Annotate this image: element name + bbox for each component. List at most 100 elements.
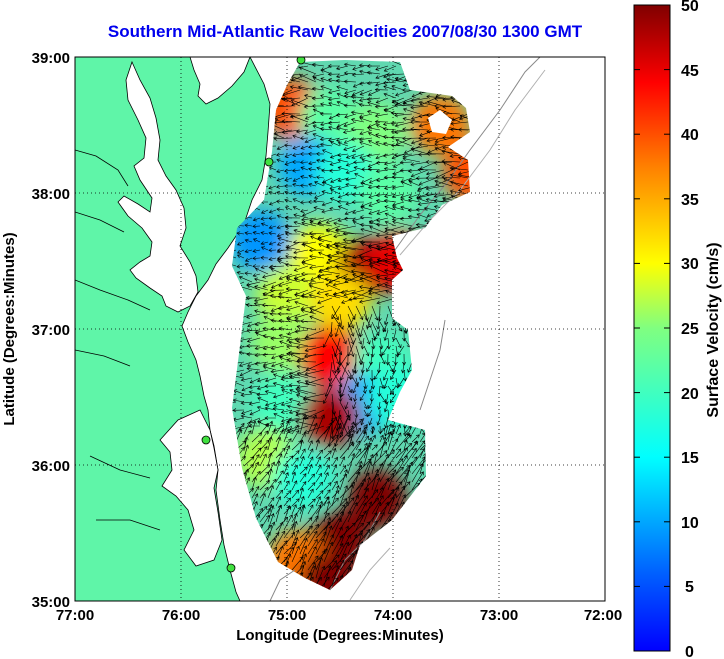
velocity-arrow <box>371 434 376 443</box>
velocity-arrow <box>286 337 301 342</box>
velocity-arrow <box>360 242 381 251</box>
velocity-arrow <box>419 525 429 547</box>
velocity-arrow <box>435 448 442 459</box>
velocity-arrow <box>260 241 269 246</box>
velocity-arrow <box>392 161 405 168</box>
velocity-arrow <box>351 89 365 96</box>
velocity-arrow <box>417 256 437 267</box>
velocity-arrow <box>465 369 470 381</box>
velocity-arrow <box>465 425 470 437</box>
velocity-arrow <box>419 560 433 579</box>
velocity-arrow <box>313 199 325 204</box>
velocity-arrow <box>449 166 469 171</box>
velocity-arrow <box>363 540 372 563</box>
velocity-arrow <box>343 216 357 221</box>
velocity-arrow <box>325 217 341 224</box>
velocity-arrow <box>319 137 333 142</box>
velocity-arrow <box>418 177 437 186</box>
velocity-arrow <box>236 231 245 236</box>
velocity-arrow <box>363 401 368 410</box>
velocity-arrow <box>268 248 277 253</box>
velocity-arrow <box>254 277 269 283</box>
velocity-arrow <box>299 495 305 507</box>
velocity-arrow <box>277 237 293 243</box>
velocity-arrow <box>282 89 301 97</box>
velocity-arrow <box>355 572 363 595</box>
velocity-arrow <box>299 553 307 571</box>
velocity-arrow <box>355 557 365 579</box>
velocity-arrow <box>230 335 244 341</box>
velocity-arrow <box>283 531 296 547</box>
velocity-arrow <box>331 305 339 321</box>
velocity-arrow <box>224 401 237 406</box>
velocity-arrow <box>459 541 469 563</box>
velocity-arrow <box>419 519 433 539</box>
velocity-arrow <box>355 510 367 531</box>
velocity-arrow <box>279 340 293 347</box>
velocity-arrow <box>222 329 237 334</box>
velocity-arrow <box>260 185 269 190</box>
velocity-arrow <box>435 554 452 571</box>
velocity-arrow <box>400 241 421 248</box>
velocity-arrow <box>220 247 229 252</box>
velocity-arrow <box>443 488 458 507</box>
velocity-arrow <box>223 345 237 352</box>
velocity-arrow <box>337 205 349 211</box>
velocity-arrow <box>220 208 229 213</box>
velocity-arrow <box>291 159 300 165</box>
velocity-arrow <box>475 528 489 547</box>
velocity-arrow <box>411 353 418 365</box>
velocity-arrow <box>243 430 252 443</box>
velocity-arrow <box>371 452 379 475</box>
velocity-arrow <box>343 289 365 297</box>
velocity-arrow <box>323 434 339 451</box>
velocity-arrow <box>394 76 413 83</box>
velocity-arrow <box>235 560 242 579</box>
velocity-arrow <box>238 350 253 355</box>
velocity-arrow <box>264 384 277 389</box>
velocity-arrow <box>267 447 277 459</box>
velocity-arrow <box>236 264 245 269</box>
velocity-arrow <box>238 361 253 368</box>
velocity-arrow <box>256 405 269 411</box>
velocity-arrow <box>390 135 405 140</box>
velocity-arrow <box>284 177 293 182</box>
velocity-arrow <box>250 84 269 91</box>
velocity-arrow <box>408 180 421 187</box>
velocity-arrow <box>433 160 453 165</box>
velocity-arrow <box>331 484 340 507</box>
velocity-arrow <box>270 281 285 289</box>
velocity-arrow <box>366 81 381 86</box>
velocity-arrow <box>339 501 349 523</box>
velocity-arrow <box>248 385 261 390</box>
velocity-arrow <box>235 472 247 483</box>
velocity-arrow <box>278 333 293 339</box>
velocity-arrow <box>379 543 393 563</box>
velocity-arrow <box>355 540 364 563</box>
velocity-arrow <box>403 503 416 523</box>
velocity-arrow <box>431 295 452 301</box>
velocity-arrow <box>331 526 343 547</box>
velocity-arrow <box>383 401 389 413</box>
velocity-arrow <box>427 557 438 579</box>
velocity-arrow <box>220 168 229 173</box>
velocity-arrow <box>254 353 269 358</box>
velocity-arrow <box>296 345 317 350</box>
velocity-arrow <box>222 293 237 299</box>
pamlico-sound <box>159 409 223 567</box>
velocity-arrow <box>275 470 284 483</box>
velocity-arrow <box>363 512 378 531</box>
velocity-arrow <box>459 450 476 467</box>
velocity-arrow <box>264 377 277 383</box>
velocity-arrow <box>217 129 237 134</box>
velocity-arrow <box>251 561 260 579</box>
velocity-arrow <box>375 233 397 238</box>
velocity-arrow <box>209 150 229 155</box>
velocity-arrow <box>308 144 317 149</box>
velocity-arrow <box>296 364 317 371</box>
velocity-arrow <box>467 542 478 563</box>
velocity-arrow <box>236 201 245 206</box>
velocity-arrow <box>368 220 381 227</box>
velocity-arrow <box>366 361 373 373</box>
velocity-arrow <box>323 513 339 531</box>
